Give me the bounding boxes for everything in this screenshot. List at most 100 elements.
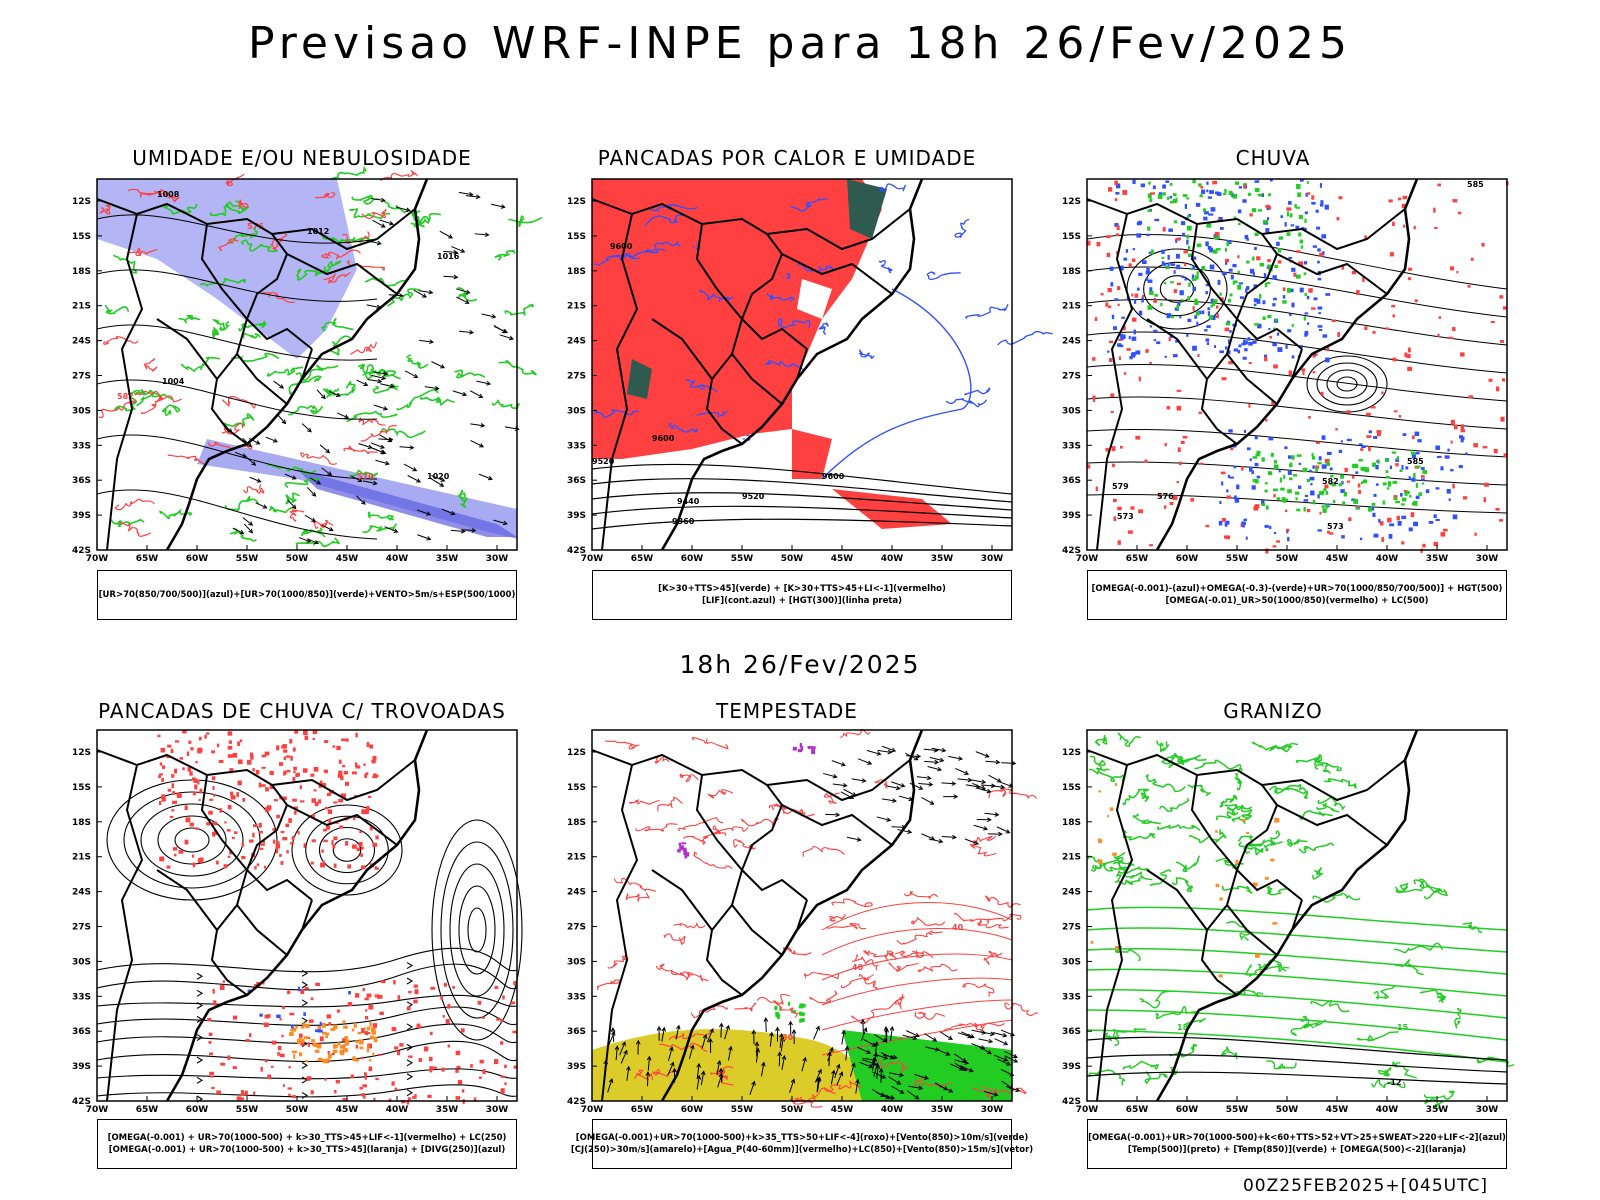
- contour-label: 9520: [592, 457, 615, 466]
- wind-vector-head: [889, 1025, 895, 1031]
- omega-blue: [1375, 483, 1379, 486]
- wind-vector-head: [779, 1032, 784, 1038]
- contour-label: 582: [117, 392, 134, 401]
- omega-blue: [1288, 201, 1292, 205]
- omega-green: [1298, 232, 1302, 237]
- thunder-red: [504, 1082, 507, 1086]
- wind-vector-head: [975, 784, 981, 789]
- thunder-red: [261, 754, 267, 758]
- wind-vector-head: [883, 1055, 889, 1060]
- wind-vector: [949, 1063, 964, 1071]
- omega-green: [1333, 500, 1336, 504]
- legend-line: [UR>70(850/700/500)](azul)+[UR>70(1000/8…: [98, 590, 516, 600]
- lifted-index-contour-blue: [610, 248, 666, 261]
- instability-shading-green: [847, 179, 887, 239]
- omega-blue: [1253, 298, 1258, 303]
- omega-orange: [1219, 897, 1223, 901]
- thunder-red: [322, 860, 325, 865]
- wind-vector: [396, 206, 410, 212]
- omega-green: [1226, 241, 1230, 247]
- omega-green: [1312, 499, 1316, 505]
- thickness-contour-red: [143, 358, 158, 372]
- wind-vector-head: [675, 1024, 681, 1030]
- wind-vector: [373, 404, 388, 410]
- wind-vector-head: [868, 1063, 874, 1069]
- thickness-contour-red: [300, 452, 338, 465]
- thunder-red: [304, 735, 309, 740]
- wind-vector: [914, 1074, 929, 1080]
- omega-red: [1319, 511, 1322, 515]
- precip-water-contour-red: [651, 1069, 679, 1077]
- lat-tick-label: 18S: [1062, 267, 1081, 277]
- omega-green: [1210, 305, 1213, 308]
- humidity-contour-green: [104, 304, 130, 315]
- omega-green: [1147, 226, 1151, 231]
- wind-vector-head: [428, 289, 434, 295]
- lon-tick-label: 60W: [681, 554, 704, 564]
- thunder-orange: [290, 1029, 293, 1032]
- omega-blue: [1146, 233, 1150, 237]
- omega-blue: [1389, 523, 1395, 527]
- omega-green: [1162, 192, 1166, 196]
- wind-vector: [298, 537, 311, 543]
- thunder-red: [374, 866, 378, 870]
- thunder-red: [195, 761, 198, 764]
- omega-green: [1175, 197, 1178, 203]
- lifted-index-contour-blue: [821, 288, 972, 480]
- contour-label: 9600: [652, 434, 675, 443]
- thickness-contour-red: [135, 390, 164, 401]
- thunder-red: [355, 765, 361, 769]
- thunder-red: [227, 855, 231, 858]
- omega-red: [1389, 252, 1394, 257]
- thunder-red: [260, 843, 265, 846]
- wind-vector-head: [841, 1029, 846, 1035]
- wind-vector-head: [696, 1074, 702, 1080]
- thunder-red: [368, 1066, 373, 1072]
- omega-blue: [1452, 514, 1458, 520]
- omega-green: [1261, 503, 1266, 507]
- wind-vector-head: [983, 826, 989, 831]
- omega-red: [1501, 378, 1506, 382]
- omega-green: [1182, 194, 1188, 197]
- humidity-contour-green: [266, 463, 317, 476]
- thunder-red: [393, 980, 396, 985]
- wind-vector-head: [986, 788, 992, 794]
- thunder-red: [299, 1033, 303, 1038]
- omega-blue: [1230, 476, 1234, 479]
- omega-green: [1303, 272, 1307, 276]
- humidity-contour-green: [161, 404, 181, 416]
- wind-vector-head: [891, 798, 897, 803]
- streamline-loop: [458, 885, 496, 975]
- thunder-red: [286, 850, 289, 854]
- omega-blue: [1358, 443, 1363, 446]
- closed-contour: [1143, 261, 1211, 317]
- omega-blue: [1191, 256, 1197, 260]
- wind-vector: [379, 219, 394, 225]
- thunder-red: [424, 1046, 429, 1052]
- omega-orange: [1112, 852, 1117, 856]
- country-border: [301, 899, 313, 931]
- thunder-red: [312, 730, 318, 735]
- omega-red: [1272, 545, 1277, 548]
- wind-vector-head: [380, 223, 386, 228]
- omega-blue: [1284, 222, 1287, 227]
- wind-vector-head: [934, 759, 940, 765]
- wind-vector-head: [502, 520, 508, 526]
- thunder-red: [406, 1006, 411, 1011]
- lon-tick-label: 55W: [731, 1105, 754, 1115]
- thunder-red: [293, 770, 296, 774]
- omega-green: [1358, 459, 1363, 462]
- wind-vector: [452, 390, 467, 396]
- wind-vector-head: [913, 756, 919, 761]
- precip-water-contour-red: [690, 1005, 728, 1019]
- wind-vector: [971, 779, 986, 783]
- lat-tick-label: 30S: [567, 957, 586, 967]
- thunder-red: [408, 990, 412, 994]
- wind-vector-head: [948, 1035, 953, 1040]
- wind-vector-head: [626, 1065, 631, 1071]
- streamline-loop: [174, 827, 210, 853]
- thickness-contour-red: [218, 237, 239, 252]
- thunder-red: [211, 776, 216, 781]
- omega-blue: [1317, 325, 1323, 328]
- forecast-time-label: 18h 26/Fev/2025: [679, 650, 921, 679]
